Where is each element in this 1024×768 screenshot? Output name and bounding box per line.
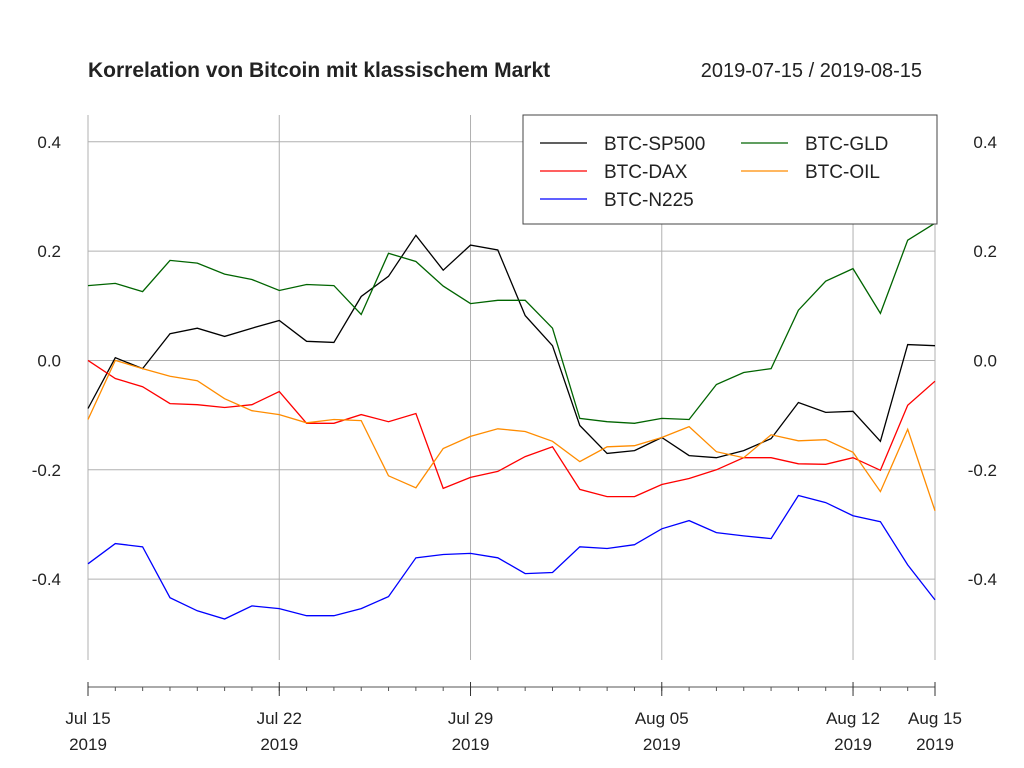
- legend: BTC-SP500 BTC-DAX BTC-N225 BTC-GLD BTC-OIL: [522, 114, 938, 225]
- y-tick-label-right: 0.2: [973, 242, 997, 261]
- y-tick-label-right: -0.2: [968, 461, 997, 480]
- axes: 0.4 0.4 0.2 0.2 0.0 0.0 -0.2 -0.2 -0.4 -0.4 Jul 15…: [32, 133, 997, 754]
- legend-label: BTC-N225: [604, 190, 694, 211]
- x-tick-label: Aug 15: [908, 709, 962, 728]
- legend-label: BTC-DAX: [604, 162, 688, 183]
- x-tick-label-year: 2019: [916, 735, 954, 754]
- legend-label: BTC-OIL: [805, 162, 880, 183]
- y-tick-label-left: -0.2: [32, 461, 61, 480]
- chart-date-range: 2019-07-15 / 2019-08-15: [701, 60, 922, 82]
- y-tick-label-right: 0.4: [973, 133, 997, 152]
- legend-label: BTC-GLD: [805, 134, 888, 155]
- series-line-btc-sp500: [87, 234, 936, 459]
- y-tick-label-right: 0.0: [973, 351, 997, 370]
- series-line-btc-dax: [87, 359, 936, 498]
- legend-label: BTC-SP500: [604, 134, 705, 155]
- x-tick-label: Jul 29: [448, 709, 493, 728]
- series-line-btc-gld: [87, 222, 936, 424]
- series-line-btc-n225: [87, 494, 936, 620]
- x-tick-label: Aug 12: [826, 709, 880, 728]
- y-tick-label-left: 0.2: [37, 242, 61, 261]
- x-tick-label-year: 2019: [643, 735, 681, 754]
- x-tick-label-year: 2019: [69, 735, 107, 754]
- series-lines: [87, 222, 936, 620]
- y-tick-label-right: -0.4: [968, 570, 997, 589]
- x-tick-label: Aug 05: [635, 709, 689, 728]
- x-tick-label-year: 2019: [260, 735, 298, 754]
- y-tick-label-left: -0.4: [32, 570, 61, 589]
- legend-box: [522, 114, 938, 225]
- series-line-btc-oil: [87, 359, 936, 512]
- x-tick-label: Jul 15: [65, 709, 110, 728]
- chart-title: Korrelation von Bitcoin mit klassischem …: [88, 59, 550, 82]
- x-tick-label: Jul 22: [257, 709, 302, 728]
- y-tick-label-left: 0.0: [37, 351, 61, 370]
- x-tick-label-year: 2019: [452, 735, 490, 754]
- y-tick-label-left: 0.4: [37, 133, 61, 152]
- x-tick-label-year: 2019: [834, 735, 872, 754]
